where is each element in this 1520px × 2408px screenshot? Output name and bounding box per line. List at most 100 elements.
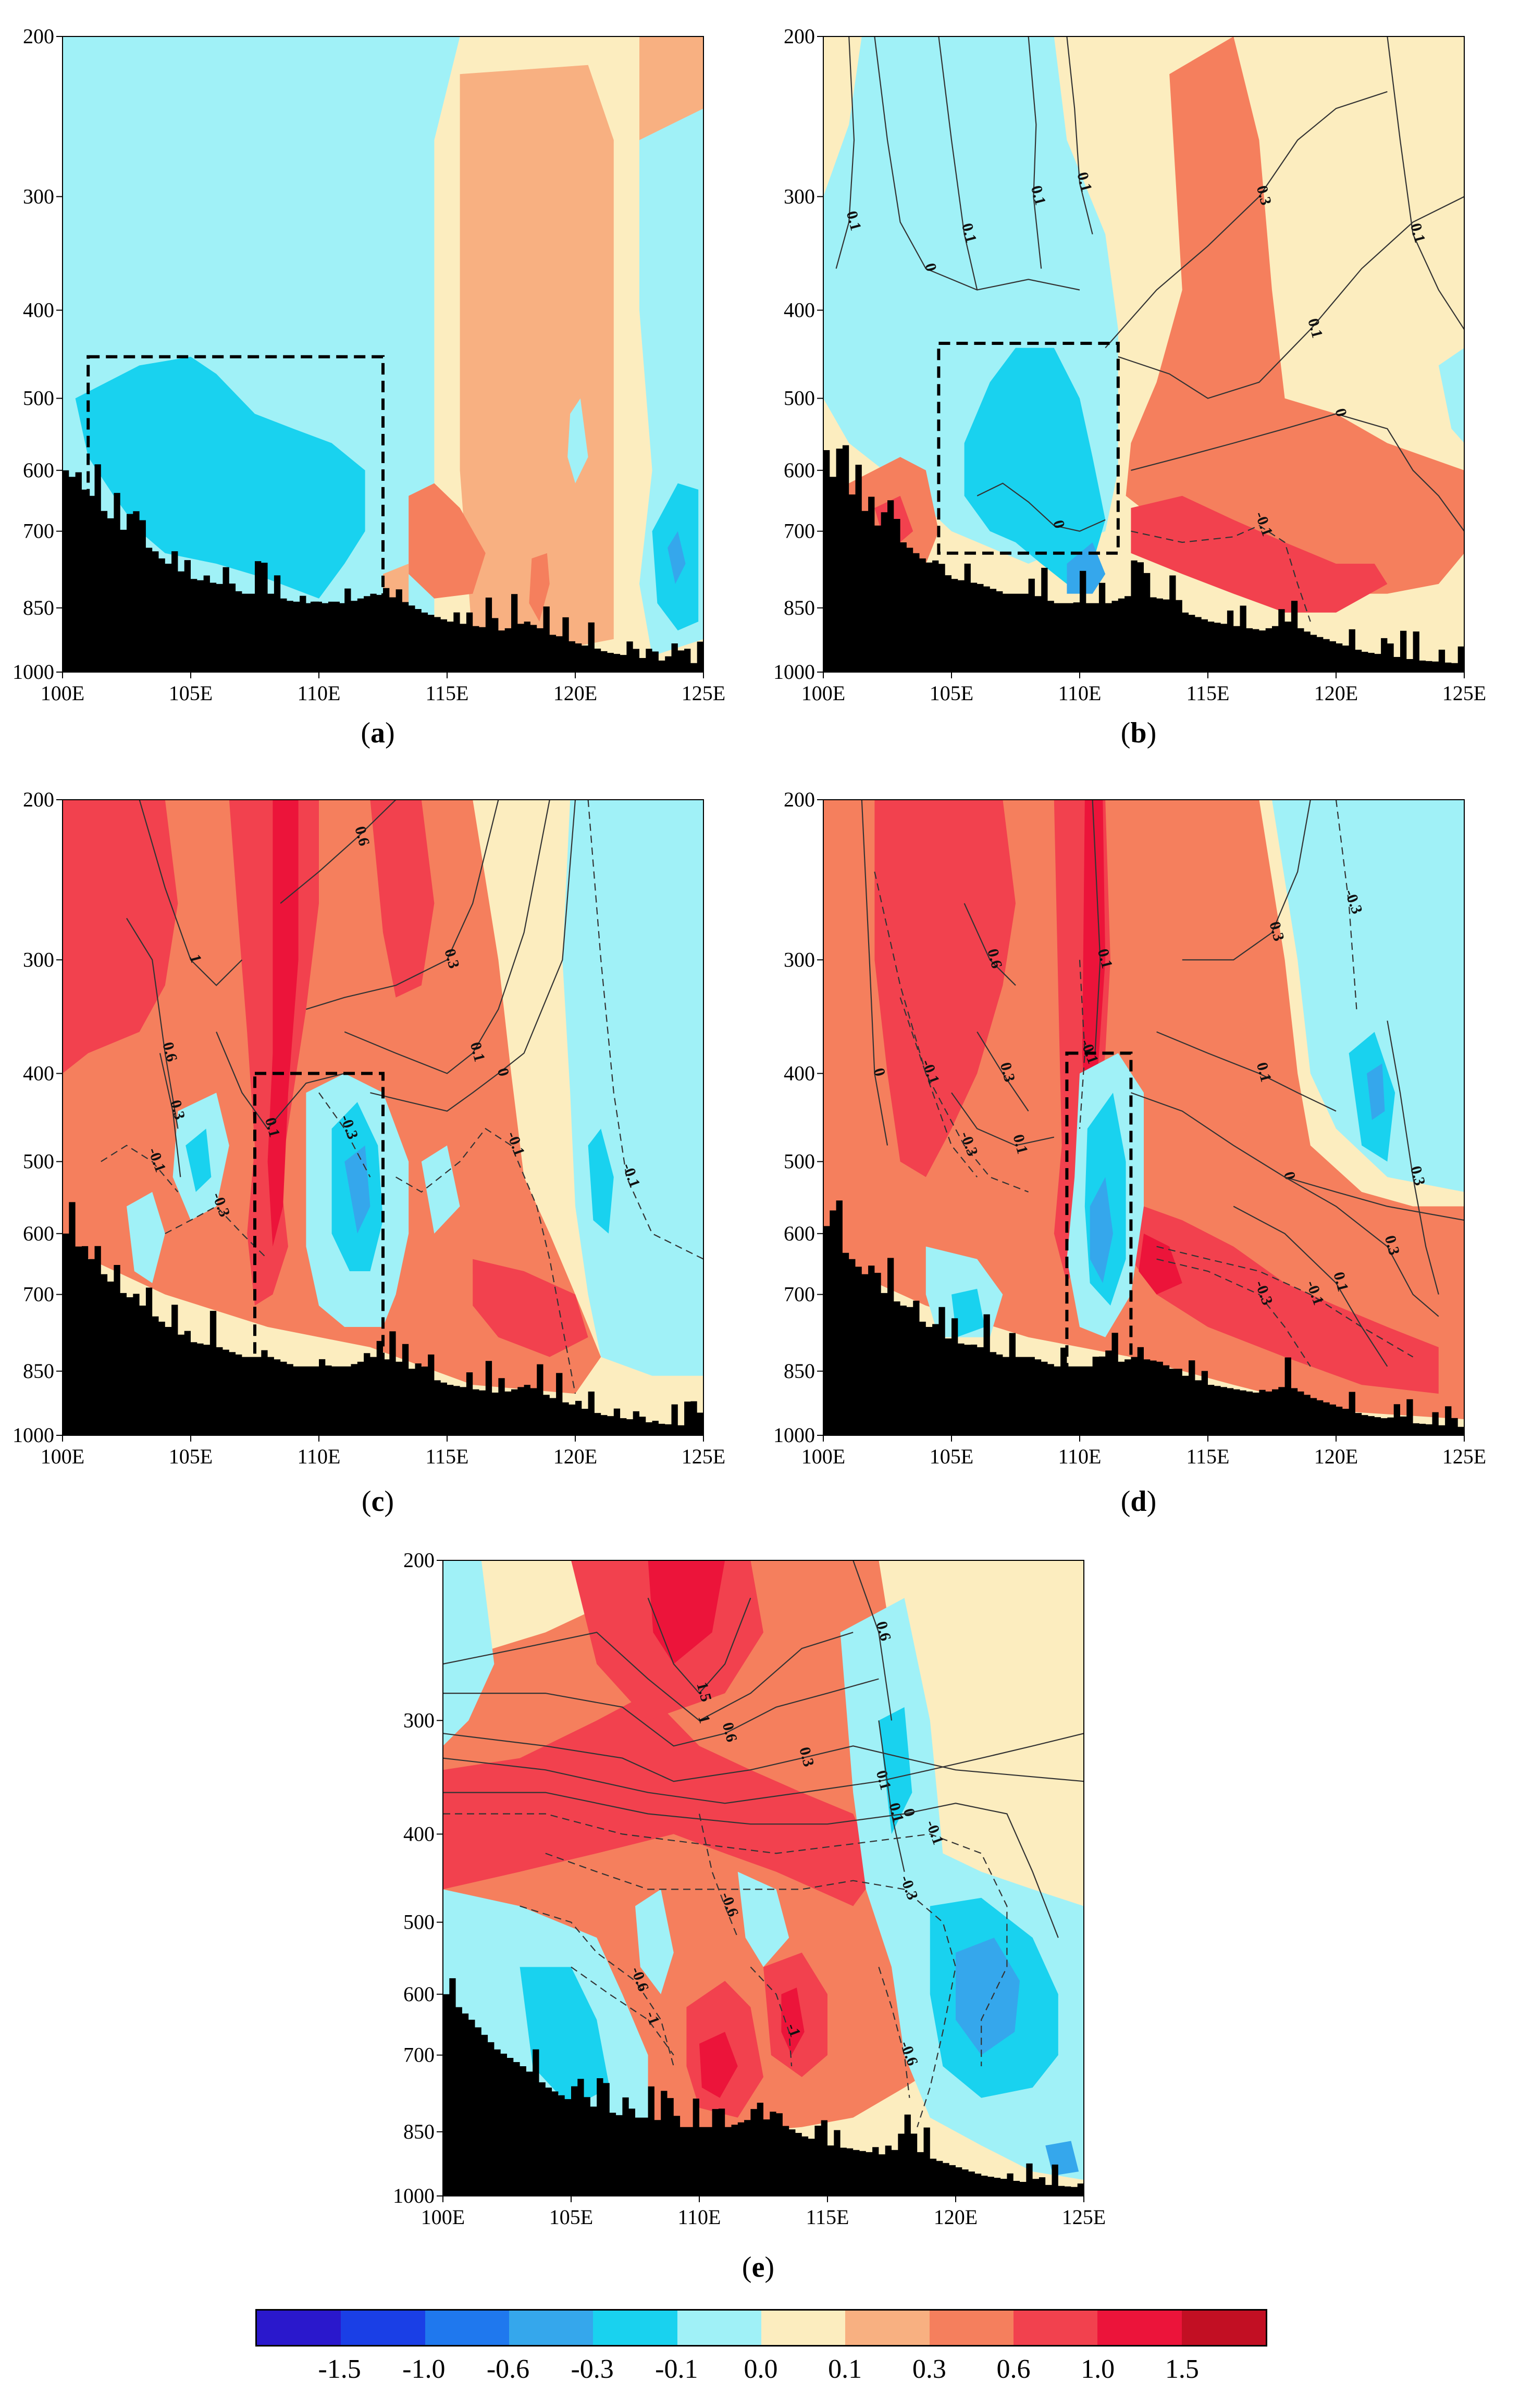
contour-line bbox=[159, 1053, 181, 1177]
contour-line bbox=[1284, 1176, 1439, 1317]
panel-b: 0.1 0.1 0.1 0.1 0 0.3 0.1 0.1 0 -0.1 0 200 300 400 500… bbox=[773, 21, 1511, 750]
colorbar-level-label: 0.1 bbox=[828, 2354, 862, 2384]
shaded-region--0.6 bbox=[344, 1145, 370, 1234]
shaded-region--0.1 bbox=[737, 1871, 789, 1967]
contour-line bbox=[216, 1032, 345, 1130]
colorbar-swatch bbox=[509, 2311, 594, 2345]
y-tick-label: 500 bbox=[23, 1150, 54, 1173]
y-tick-label: 850 bbox=[784, 1359, 815, 1383]
plot-area: 0.10.10.10.100.30.10.10-0.10 bbox=[823, 36, 1464, 672]
contour-line bbox=[1131, 413, 1464, 532]
y-tick-label: 700 bbox=[403, 2043, 435, 2067]
x-tick-label: 120E bbox=[934, 2205, 978, 2229]
plot-frame bbox=[62, 36, 704, 673]
dashed-box bbox=[253, 1072, 385, 1371]
y-tick-label: 1000 bbox=[13, 1423, 54, 1447]
plot-area bbox=[63, 36, 703, 672]
y-tick-label: 850 bbox=[403, 2120, 435, 2143]
y-tick-label: 500 bbox=[784, 387, 815, 410]
plot-area: 10.60.30.10.30.60.10-0.1-0.1-0.3-0.3-0.1 bbox=[63, 800, 703, 1435]
contour-line bbox=[1066, 36, 1093, 234]
y-tick-label: 300 bbox=[23, 948, 54, 971]
y-tick-label: 1000 bbox=[773, 660, 815, 684]
x-tick-label: 105E bbox=[169, 681, 213, 705]
shaded-region-1.0 bbox=[1139, 1233, 1182, 1295]
x-tick-label: 120E bbox=[1314, 681, 1358, 705]
panel-e-plot: 1.510.60.30.10-0.1-0.3-0.6-1-1-0.60.60.1… bbox=[393, 1548, 1106, 2229]
y-tick-label: 700 bbox=[784, 1283, 815, 1306]
colorbar-level-label: 1.5 bbox=[1165, 2354, 1199, 2384]
shaded-region--0.3 bbox=[879, 1707, 912, 1834]
contour-line bbox=[835, 36, 855, 269]
shaded-region-0.1 bbox=[639, 36, 703, 140]
colorbar-swatch bbox=[425, 2311, 509, 2345]
panel-c-plot: 10.60.30.10.30.60.10-0.1-0.1-0.3-0.3-0.1… bbox=[13, 788, 725, 1468]
shaded-region-0.3 bbox=[409, 483, 486, 599]
y-tick-label: 300 bbox=[784, 184, 815, 208]
terrain-mask bbox=[63, 464, 703, 672]
x-tick-label: 100E bbox=[801, 681, 845, 705]
shaded-region--0.1 bbox=[1438, 347, 1464, 443]
contour-line bbox=[1156, 1031, 1337, 1112]
x-tick-label: 125E bbox=[1062, 2205, 1106, 2229]
shaded-region--0.1 bbox=[635, 1889, 674, 1994]
contour-line bbox=[1105, 91, 1388, 349]
shaded-region-0.6 bbox=[63, 800, 178, 1074]
y-tick-label: 600 bbox=[23, 458, 54, 482]
contour-line bbox=[443, 1733, 1084, 1782]
colorbar-swatch bbox=[761, 2311, 846, 2345]
x-tick-label: 120E bbox=[553, 1445, 597, 1468]
contour-line bbox=[370, 800, 576, 1112]
y-tick-label: 200 bbox=[23, 24, 54, 48]
contour-line bbox=[344, 800, 550, 1074]
contour-line bbox=[1131, 525, 1311, 622]
colorbar-swatch bbox=[1013, 2311, 1098, 2345]
y-tick-label: 700 bbox=[784, 519, 815, 543]
y-tick-label: 600 bbox=[403, 1982, 435, 2006]
contour-line bbox=[280, 800, 397, 904]
y-tick-label: 700 bbox=[23, 1283, 54, 1306]
colorbar bbox=[255, 2309, 1267, 2347]
shaded-region-0.3 bbox=[1126, 36, 1464, 594]
contour-line bbox=[1118, 196, 1464, 399]
shaded-region--0.6 bbox=[1067, 542, 1106, 594]
plot-area: 0 -0.1-0.30.60.30.10.1-0.100.10.3-0.30.3-… bbox=[823, 800, 1464, 1435]
colorbar-swatch bbox=[677, 2311, 761, 2345]
y-tick-label: 500 bbox=[23, 387, 54, 410]
shaded-region-1.0 bbox=[699, 2032, 738, 2098]
contour-line bbox=[443, 1733, 1084, 1804]
terrain-mask bbox=[823, 445, 1464, 672]
y-tick-label: 400 bbox=[403, 1822, 435, 1845]
x-tick-label: 100E bbox=[41, 681, 84, 705]
contour-line bbox=[1079, 960, 1085, 1129]
contour-line bbox=[1387, 1021, 1439, 1295]
contour-line bbox=[861, 800, 888, 1146]
x-tick-label: 110E bbox=[1058, 681, 1102, 705]
colorbar-swatch bbox=[257, 2311, 341, 2345]
shaded-region-1.0 bbox=[1082, 800, 1106, 1146]
shaded-region--0.6 bbox=[956, 1938, 1020, 2055]
y-tick-label: 850 bbox=[784, 596, 815, 619]
contour-line bbox=[647, 1597, 751, 1694]
colorbar-level-label: -0.3 bbox=[571, 2354, 614, 2384]
x-tick-label: 110E bbox=[1058, 1445, 1102, 1468]
shaded-region--0.1 bbox=[567, 398, 588, 483]
colorbar-level-label: -0.1 bbox=[655, 2354, 698, 2384]
shaded-region-0.6 bbox=[874, 800, 1016, 1177]
x-tick-label: 120E bbox=[553, 681, 597, 705]
x-tick-label: 115E bbox=[1187, 681, 1230, 705]
y-tick-label: 300 bbox=[23, 184, 54, 208]
contour-line bbox=[396, 1127, 576, 1394]
contour-line bbox=[520, 1905, 674, 2067]
shaded-region-0.1 bbox=[460, 65, 614, 656]
shaded-region--0.6 bbox=[1367, 1063, 1385, 1120]
caption-a: (a) bbox=[361, 717, 395, 749]
contour-line bbox=[1387, 36, 1464, 330]
x-tick-label: 115E bbox=[426, 681, 469, 705]
x-tick-label: 115E bbox=[1187, 1445, 1230, 1468]
contour-line bbox=[1092, 800, 1101, 1053]
x-tick-label: 125E bbox=[682, 681, 725, 705]
shaded-region--0.3 bbox=[951, 1288, 985, 1337]
y-tick-label: 600 bbox=[784, 458, 815, 482]
plot-frame bbox=[442, 1560, 1084, 2196]
